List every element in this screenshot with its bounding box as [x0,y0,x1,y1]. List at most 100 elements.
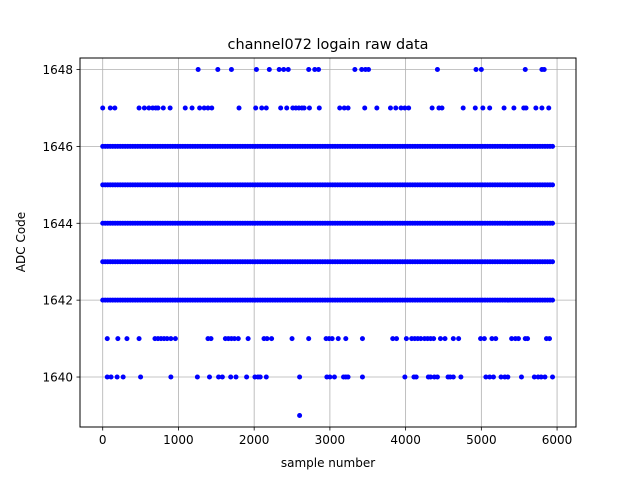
data-point [460,105,466,111]
data-point [374,105,380,111]
data-point [541,67,547,73]
data-point [108,374,114,380]
data-point [316,67,322,73]
data-point [390,336,396,342]
data-point [206,374,212,380]
data-point [201,105,207,111]
data-point [228,374,234,380]
data-point [387,105,393,111]
x-tick-label: 1000 [163,433,194,447]
data-point [104,336,110,342]
data-point [429,105,435,111]
y-tick-label: 1648 [42,63,73,77]
axis-ticks: 0 1000 2000 3000 4000 5000 6000 1640 1642 1644 164… [42,63,572,447]
data-point [442,336,448,342]
data-point [533,105,539,111]
data-point [525,336,531,342]
data-point [480,105,486,111]
data-point [259,105,265,111]
data-point [473,67,479,73]
data-points [100,67,556,418]
data-point [531,374,537,380]
data-point [100,105,106,111]
data-point [168,336,174,342]
data-point [483,374,489,380]
data-point [546,336,552,342]
data-point [120,374,126,380]
data-point [245,336,251,342]
data-point [402,374,408,380]
data-point [437,336,443,342]
y-axis-label: ADC Code [14,212,28,272]
data-point [505,374,511,380]
data-point [331,374,337,380]
data-point [428,374,434,380]
data-point [329,336,335,342]
data-point [266,67,272,73]
data-point [215,67,221,73]
data-point [490,374,496,380]
data-point [216,374,222,380]
data-point [478,67,484,73]
data-point [228,67,234,73]
data-point [209,105,215,111]
data-point [345,374,351,380]
data-point [253,105,259,111]
data-point [219,374,225,380]
data-point [487,374,493,380]
data-point [182,105,188,111]
data-point [550,220,556,226]
data-point [359,374,365,380]
data-point [236,105,242,111]
data-point [542,374,548,380]
data-point [114,374,120,380]
data-point [362,105,368,111]
x-tick-label: 3000 [315,433,346,447]
data-point [337,105,343,111]
data-point [394,336,400,342]
data-point [450,374,456,380]
x-axis-label: sample number [281,456,375,470]
data-point [124,336,130,342]
data-point [335,336,341,342]
data-point [550,182,556,188]
data-point [456,336,462,342]
data-point [418,336,424,342]
data-point [205,105,211,111]
data-point [297,412,303,418]
data-point [434,374,440,380]
data-point [316,105,322,111]
data-point [235,336,241,342]
data-point [511,105,517,111]
data-point [398,105,404,111]
data-point [366,67,372,73]
data-point [104,374,110,380]
data-point [359,67,365,73]
x-tick-label: 5000 [466,433,497,447]
data-point [197,105,203,111]
data-point [413,374,419,380]
data-point [472,105,478,111]
data-point [522,67,528,73]
data-point [115,336,121,342]
data-point [141,105,147,111]
y-tick-label: 1646 [42,140,73,154]
data-point [263,374,269,380]
plot-frame [79,57,577,428]
data-point [257,374,263,380]
data-point [546,105,552,111]
data-point [352,67,358,73]
x-tick-label: 6000 [542,433,573,447]
data-point [306,67,312,73]
y-tick-label: 1644 [42,217,73,231]
data-point [306,336,312,342]
data-point [146,105,152,111]
data-point [301,105,307,111]
data-point [167,105,173,111]
data-point [244,374,250,380]
data-point [518,374,524,380]
data-point [208,336,214,342]
data-point [172,336,178,342]
